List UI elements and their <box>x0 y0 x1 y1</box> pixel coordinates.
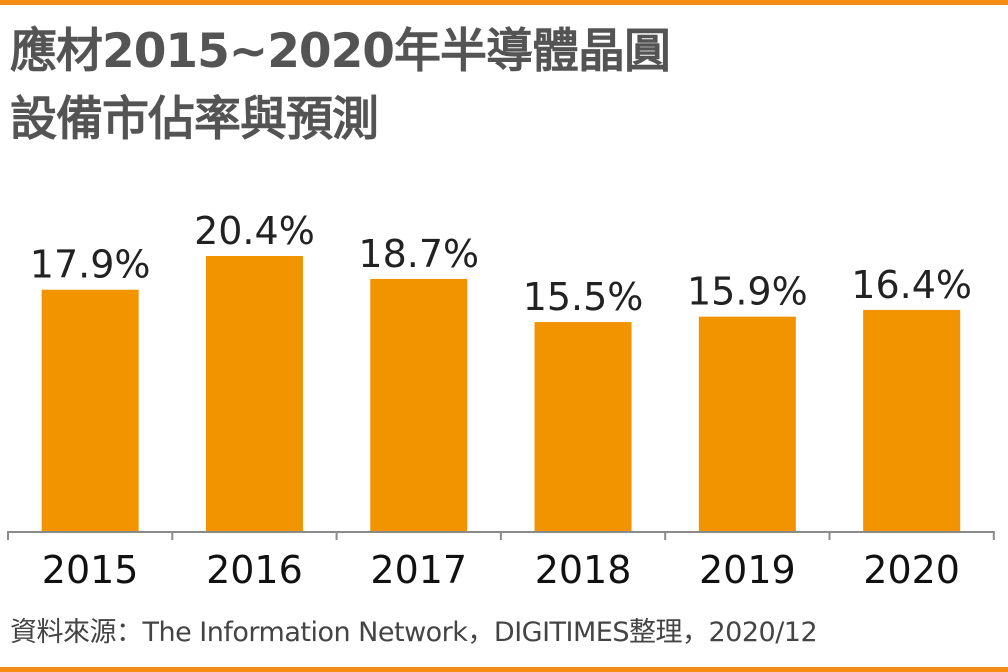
top-border <box>0 0 1008 5</box>
data-label-2020: 16.4% <box>851 263 972 307</box>
bar-2016 <box>205 256 303 531</box>
title-line-1: 應材2015~2020年半導體晶圓 <box>10 24 671 79</box>
bar-2020 <box>863 309 961 531</box>
data-label-2018: 15.5% <box>523 275 644 319</box>
bottom-border <box>0 667 1008 672</box>
x-tick-label-2017: 2017 <box>370 548 467 592</box>
x-tick-label-2015: 2015 <box>42 548 139 592</box>
bar-2015 <box>41 289 139 531</box>
x-tick-label-2018: 2018 <box>535 548 632 592</box>
bar-2018 <box>534 322 632 531</box>
source-note: 資料來源：The Information Network，DIGITIMES整理… <box>10 617 818 648</box>
data-label-2015: 17.9% <box>30 243 151 287</box>
bar-2017 <box>370 278 468 531</box>
data-label-2019: 15.9% <box>687 270 808 314</box>
bar-2019 <box>698 316 796 531</box>
data-label-2017: 18.7% <box>358 232 479 276</box>
data-label-2016: 20.4% <box>194 209 315 253</box>
title-line-2: 設備市佔率與預測 <box>10 92 379 147</box>
chart-title: 應材2015~2020年半導體晶圓 設備市佔率與預測 <box>10 18 671 154</box>
x-tick-label-2020: 2020 <box>863 548 960 592</box>
x-tick-label-2019: 2019 <box>699 548 796 592</box>
x-tick-label-2016: 2016 <box>206 548 303 592</box>
